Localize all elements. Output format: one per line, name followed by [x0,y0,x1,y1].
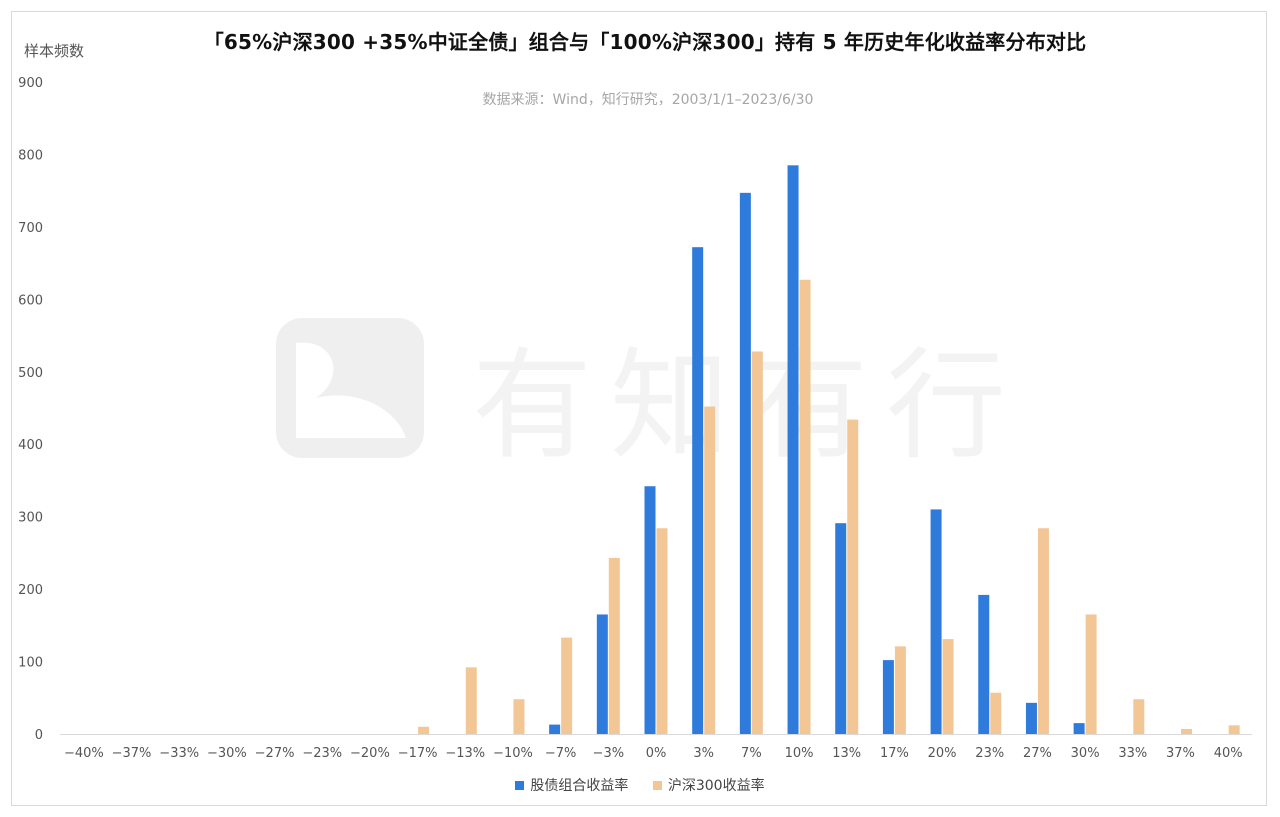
bar-stock-bond [1073,723,1085,734]
bar-stock-bond [739,192,751,735]
x-tick-label: 23% [975,746,1004,761]
bar-stock-bond [930,509,942,734]
bar-csi300 [751,351,763,734]
x-tick-label: 30% [1071,746,1100,761]
legend-label: 沪深300收益率 [667,778,765,794]
chart-subtitle: 数据来源：Wind，知行研究，2003/1/1–2023/6/30 [482,92,814,108]
legend-item-stock-bond: 股债组合收益率 [515,775,628,795]
bar-stock-bond [549,724,561,734]
bar-csi300 [1228,725,1240,734]
x-tick-label: −30% [207,746,247,761]
x-tick-label: −27% [255,746,295,761]
bar-csi300 [990,692,1002,734]
x-tick-label: −20% [350,746,390,761]
bar-stock-bond [978,594,990,734]
y-tick-label: 200 [18,583,43,598]
bar-stock-bond [692,247,704,734]
x-tick-label: −10% [493,746,533,761]
bar-csi300 [847,419,859,734]
bar-csi300 [608,557,620,734]
y-tick-label: 600 [18,293,43,308]
bar-csi300 [561,637,573,734]
x-tick-label: −33% [159,746,199,761]
watermark-text: 有知有行 [472,308,1024,482]
legend-label: 股债组合收益率 [530,778,629,794]
bar-csi300 [942,639,954,734]
legend-swatch [515,781,525,790]
legend-item-csi300: 沪深300收益率 [652,775,765,795]
chart-frame [11,11,1267,806]
x-tick-label: 3% [693,746,714,761]
y-tick-label: 800 [18,148,43,163]
bar-stock-bond [1025,702,1037,734]
bar-csi300 [465,667,477,734]
x-tick-label: −40% [64,746,104,761]
bar-stock-bond [882,660,894,734]
y-tick-label: 500 [18,366,43,381]
bar-csi300 [1085,614,1097,734]
y-tick-label: 700 [18,221,43,236]
y-tick-label: 900 [18,76,43,91]
chart-title: 「65%沪深300 +35%中证全债」组合与「100%沪深300」持有 5 年历… [203,30,1087,54]
x-tick-label: −23% [302,746,342,761]
y-tick-label: 400 [18,438,43,453]
bar-csi300 [418,726,430,734]
legend: 股债组合收益率 沪深300收益率 [0,775,1280,795]
x-tick-label: 10% [785,746,814,761]
legend-swatch [652,781,662,790]
y-tick-label: 100 [18,656,43,671]
x-tick-label: −3% [593,746,625,761]
x-tick-label: 13% [832,746,861,761]
x-tick-label: 37% [1166,746,1195,761]
bar-csi300 [1180,728,1192,734]
bar-csi300 [1133,699,1145,734]
x-tick-label: −37% [112,746,152,761]
x-tick-label: 20% [928,746,957,761]
bar-csi300 [513,699,525,734]
bar-csi300 [656,528,668,734]
bar-csi300 [1037,528,1049,734]
x-tick-label: −7% [545,746,577,761]
x-tick-label: 40% [1214,746,1243,761]
x-tick-label: 33% [1118,746,1147,761]
x-tick-label: −13% [445,746,485,761]
y-axis-label: 样本频数 [24,42,85,60]
x-tick-label: 0% [646,746,667,761]
x-tick-label: 17% [880,746,909,761]
bar-stock-bond [596,614,608,734]
bar-stock-bond [787,165,799,735]
bar-stock-bond [835,523,847,734]
x-tick-label: 7% [741,746,762,761]
bar-csi300 [704,406,716,734]
x-tick-label: −17% [398,746,438,761]
y-tick-label: 0 [35,728,43,743]
bar-csi300 [894,646,906,734]
bar-csi300 [799,279,811,734]
brand-logo-icon [276,318,424,458]
x-tick-label: 27% [1023,746,1052,761]
bar-stock-bond [644,486,656,734]
y-tick-label: 300 [18,511,43,526]
